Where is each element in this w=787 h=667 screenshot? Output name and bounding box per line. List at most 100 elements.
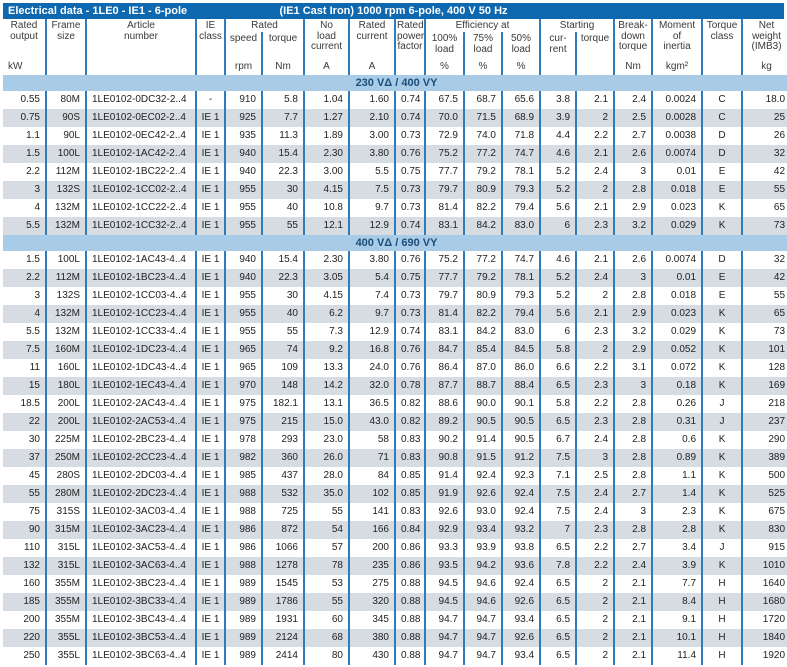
cell-rated_torque: 182.1 [261,395,304,413]
cell-eff_50: 93.4 [500,647,541,665]
cell-article_number: 1LE0102-1DC23-4..4 [85,341,196,359]
cell-rated_current: 235 [348,557,395,575]
cell-rated_current: 12.9 [348,323,395,341]
cell-rated_current: 58 [348,431,395,449]
cell-frame_size: 225M [45,431,86,449]
cell-eff_75: 74.0 [463,127,502,145]
cell-power_factor: 0.85 [394,467,425,485]
col-header-breakdown-torque: Break- down torque [613,19,653,55]
cell-eff_50: 92.4 [500,503,541,521]
motor-row: 22 200L 1LE0102-2AC53-4..4 IE 1 975 215 15.0 43… [3,413,787,431]
unit-no-load-current: A [303,55,349,75]
cell-no_load_current: 12.1 [303,217,349,235]
cell-torque_class: E [701,287,743,305]
cell-frame_size: 132S [45,181,86,199]
cell-rated_torque: 1545 [261,575,304,593]
cell-eff_50: 90.1 [500,395,541,413]
col-header-rated-current: Rated current [348,19,395,55]
cell-eff_75: 94.6 [463,575,502,593]
voltage-section-bar: 230 VΔ / 400 VY [3,75,787,91]
cell-rated_current: 3.80 [348,251,395,269]
cell-eff_100: 94.5 [424,575,464,593]
cell-article_number: 1LE0102-2AC53-4..4 [85,413,196,431]
cell-eff_100: 94.7 [424,611,464,629]
cell-article_number: 1LE0102-3AC03-4..4 [85,503,196,521]
cell-moment_of_inertia: 0.18 [651,377,703,395]
cell-ie_class: IE 1 [195,647,225,665]
cell-rated_current: 36.5 [348,395,395,413]
motor-row: 160 355M 1LE0102-3BC23-4..4 IE 1 989 1545 53 27… [3,575,787,593]
cell-starting_current: 6 [539,323,577,341]
cell-breakdown_torque: 2.6 [613,251,653,269]
col-header-rated-speed: speed [224,32,262,55]
cell-eff_100: 87.7 [424,377,464,395]
cell-rated_speed: 988 [224,557,262,575]
title-right: (IE1 Cast Iron) 1000 rpm 6-pole, 400 V 5… [279,5,508,17]
cell-article_number: 1LE0102-3BC53-4..4 [85,629,196,647]
cell-starting_torque: 2.2 [575,557,615,575]
cell-net_weight: 65 [741,199,787,217]
cell-frame_size: 112M [45,163,86,181]
unit-eff-50: % [500,55,541,75]
cell-power_factor: 0.76 [394,341,425,359]
cell-frame_size: 315S [45,503,86,521]
cell-torque_class: C [701,91,743,109]
cell-net_weight: 1640 [741,575,787,593]
cell-rated_speed: 982 [224,449,262,467]
cell-no_load_current: 53 [303,575,349,593]
cell-torque_class: H [701,575,743,593]
cell-net_weight: 55 [741,287,787,305]
cell-moment_of_inertia: 1.4 [651,485,703,503]
unit-frame-size [45,55,86,75]
motor-row: 110 315L 1LE0102-3AC53-4..4 IE 1 986 1066 57 20… [3,539,787,557]
cell-rated_speed: 989 [224,629,262,647]
col-header-load-100: 100% load [424,32,464,55]
cell-breakdown_torque: 2.4 [613,91,653,109]
cell-eff_50: 79.3 [500,287,541,305]
cell-power_factor: 0.73 [394,181,425,199]
cell-moment_of_inertia: 0.31 [651,413,703,431]
cell-breakdown_torque: 2.7 [613,539,653,557]
cell-starting_torque: 2 [575,109,615,127]
cell-article_number: 1LE0102-2CC23-4..4 [85,449,196,467]
cell-eff_75: 87.0 [463,359,502,377]
cell-rated_torque: 15.4 [261,145,304,163]
cell-no_load_current: 14.2 [303,377,349,395]
cell-power_factor: 0.76 [394,359,425,377]
cell-eff_75: 85.4 [463,341,502,359]
cell-torque_class: H [701,629,743,647]
unit-breakdown-torque: Nm [613,55,653,75]
table-header: Rated output Frame size Article number I… [3,19,787,75]
cell-no_load_current: 68 [303,629,349,647]
cell-ie_class: IE 1 [195,467,225,485]
cell-rated_output: 4 [34,202,40,213]
cell-starting_current: 5.2 [539,181,577,199]
cell-power_factor: 0.73 [394,199,425,217]
cell-eff_75: 90.0 [463,395,502,413]
cell-eff_50: 86.0 [500,359,541,377]
cell-article_number: 1LE0102-1CC33-4..4 [85,323,196,341]
cell-frame_size: 132S [45,287,86,305]
cell-eff_100: 89.2 [424,413,464,431]
cell-starting_torque: 2.3 [575,413,615,431]
cell-article_number: 1LE0102-1AC42-2..4 [85,145,196,163]
cell-rated_output: 7.5 [3,341,46,359]
cell-rated_torque: 40 [261,305,304,323]
title-left: Electrical data - 1LE0 - IE1 - 6-pole [8,5,188,17]
cell-starting_torque: 2.4 [575,485,615,503]
cell-torque_class: K [701,467,743,485]
cell-rated_current: 9.7 [348,199,395,217]
col-header-article-number: Article number [85,19,196,55]
motor-row: 5.5 132M 1LE0102-1CC32-2..4 IE 1 955 55 12.1 12… [3,217,787,235]
cell-moment_of_inertia: 0.023 [651,305,703,323]
cell-ie_class: IE 1 [195,217,225,235]
cell-rated_torque: 55 [261,217,304,235]
col-header-load-50: 50% load [500,32,541,55]
cell-rated_current: 71 [348,449,395,467]
cell-breakdown_torque: 2.9 [613,341,653,359]
cell-rated_torque: 55 [261,323,304,341]
cell-moment_of_inertia: 0.018 [651,181,703,199]
cell-starting_torque: 2.3 [575,521,615,539]
cell-moment_of_inertia: 10.1 [651,629,703,647]
cell-article_number: 1LE0102-1EC43-4..4 [85,377,196,395]
